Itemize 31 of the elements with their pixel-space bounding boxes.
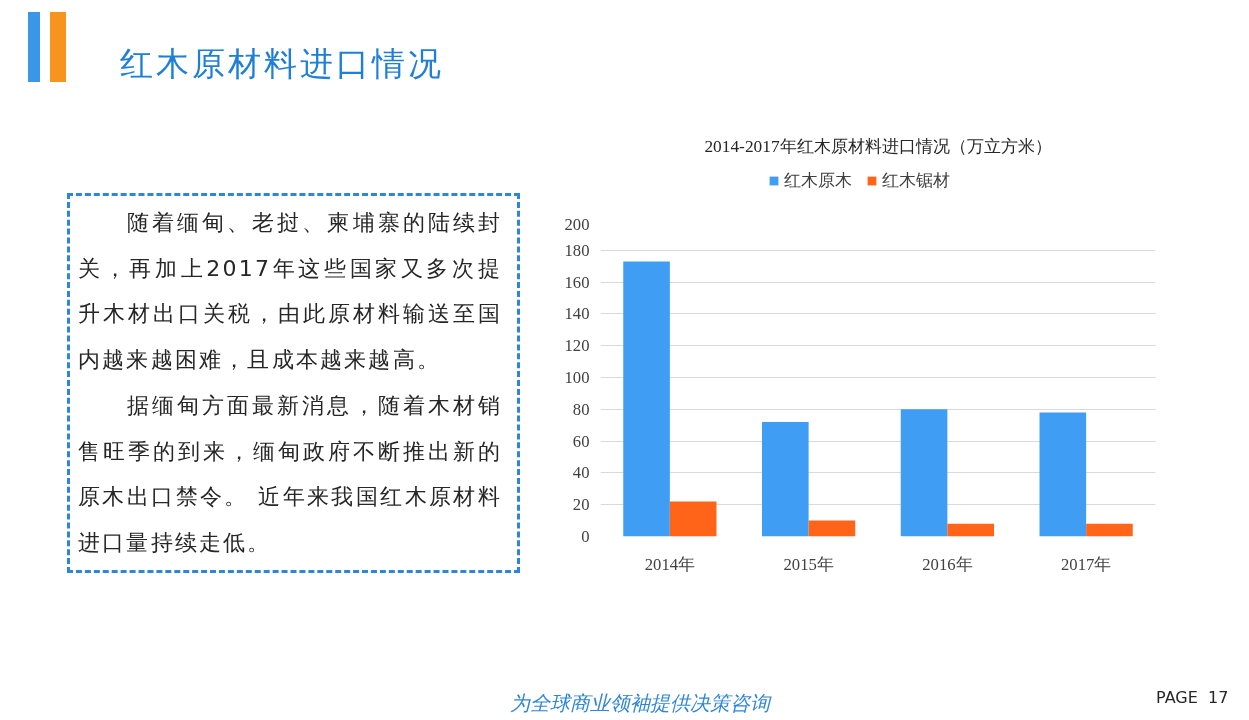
x-tick-label: 2015年 bbox=[783, 554, 834, 574]
chart-title: 2014-2017年红木原材料进口情况（万立方米） bbox=[704, 136, 1052, 156]
y-tick-label: 100 bbox=[564, 368, 590, 387]
y-tick-label: 200 bbox=[564, 214, 590, 234]
y-tick-label: 40 bbox=[572, 463, 590, 483]
x-tick-label: 2017年 bbox=[1060, 554, 1112, 574]
y-tick-label: 0 bbox=[581, 527, 590, 546]
text: 红木原材料进口情况 bbox=[120, 43, 444, 85]
y-tick-label: 120 bbox=[564, 336, 590, 356]
legend-label: 红木锯材 bbox=[882, 169, 950, 192]
x-tick-label: 2014年 bbox=[644, 554, 696, 574]
y-tick-label: 60 bbox=[572, 431, 590, 451]
bar bbox=[669, 501, 717, 537]
y-tick-label: 80 bbox=[572, 399, 590, 419]
text: 据缅甸方面最新消息，随着木材销售旺季的到来，缅甸政府不断推出新的原木出口禁令。 近年来我国红木原材料进口量持续走低。 bbox=[78, 391, 502, 557]
y-tick-label: 20 bbox=[572, 495, 590, 515]
bar bbox=[900, 409, 948, 537]
bar bbox=[623, 261, 670, 537]
text: 随着缅甸、老挝、柬埔寨的陆续封关，再加上2017年这些国家又多次提升木材出口关税，由此原材料输送至国内越来越困难，且成本越来越高。 bbox=[78, 209, 502, 375]
legend-label: 红木原木 bbox=[784, 169, 852, 192]
y-tick-label: 160 bbox=[564, 272, 590, 292]
bar bbox=[762, 422, 809, 537]
y-tick-label: 180 bbox=[564, 240, 590, 260]
text: PAGE 17 bbox=[1156, 687, 1229, 709]
bar bbox=[808, 520, 856, 537]
text: 为全球商业领袖提供决策咨询 bbox=[509, 690, 773, 717]
y-tick-label: 140 bbox=[564, 304, 590, 324]
bar bbox=[947, 523, 994, 537]
bar bbox=[1086, 523, 1133, 537]
x-tick-label: 2016年 bbox=[922, 554, 973, 574]
bar bbox=[1039, 412, 1087, 537]
